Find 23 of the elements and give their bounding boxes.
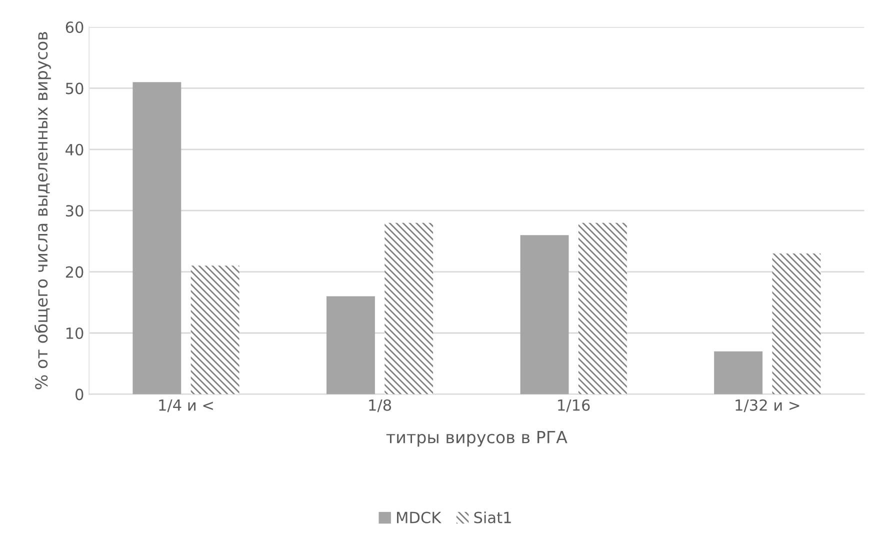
y-tick-label: 60 xyxy=(66,21,84,34)
y-tick-label: 10 xyxy=(66,327,84,340)
bar xyxy=(384,222,434,394)
y-tick-label: 50 xyxy=(66,82,84,94)
x-tick-label: 1/32 и > xyxy=(736,399,800,412)
bar xyxy=(190,266,240,394)
bar xyxy=(772,253,821,394)
y-tick-label: 20 xyxy=(66,266,84,278)
x-tick-label: 1/8 xyxy=(369,399,392,412)
bar xyxy=(520,235,569,394)
y-tick-label: 40 xyxy=(66,144,84,156)
y-tick-label: 30 xyxy=(66,205,84,217)
legend-label: Siat1 xyxy=(474,511,511,524)
bar xyxy=(578,222,627,394)
x-tick-label: 1/4 и < xyxy=(159,400,213,412)
y-tick-label: 0 xyxy=(76,388,84,400)
bar xyxy=(714,351,763,394)
bar xyxy=(132,82,182,394)
bar xyxy=(326,296,375,394)
y-axis-title: % от общего числа выделенных вирусов xyxy=(34,32,51,390)
legend-label: MDCK xyxy=(397,512,442,524)
x-tick-label: 1/16 xyxy=(558,399,590,412)
x-axis-title: титры вирусов в РГА xyxy=(386,431,568,447)
